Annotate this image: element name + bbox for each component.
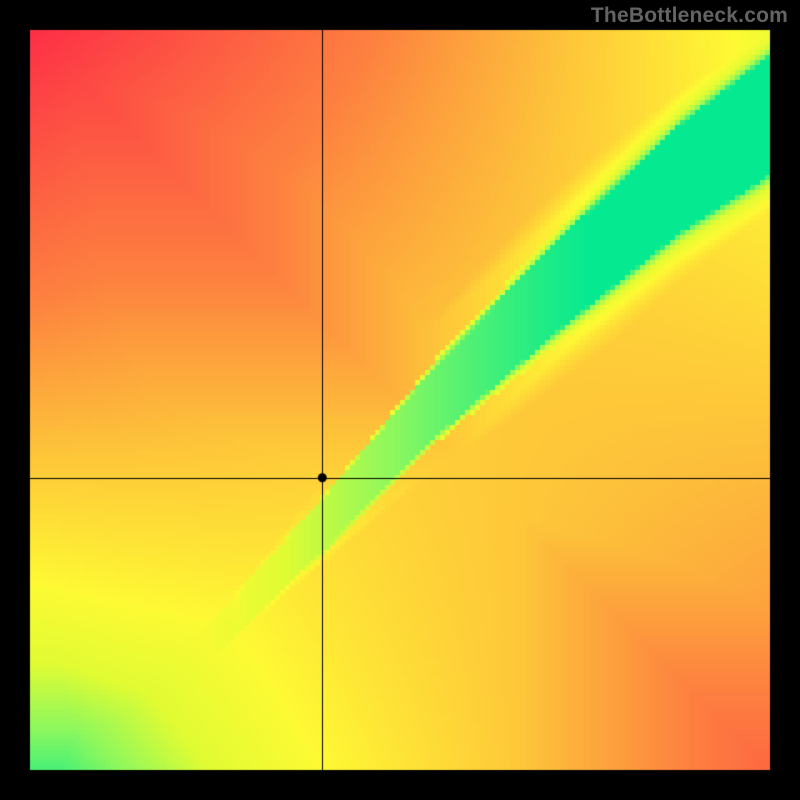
watermark-text: TheBottleneck.com — [591, 4, 788, 28]
bottleneck-heatmap-canvas — [0, 0, 800, 800]
chart-container: TheBottleneck.com — [0, 0, 800, 800]
